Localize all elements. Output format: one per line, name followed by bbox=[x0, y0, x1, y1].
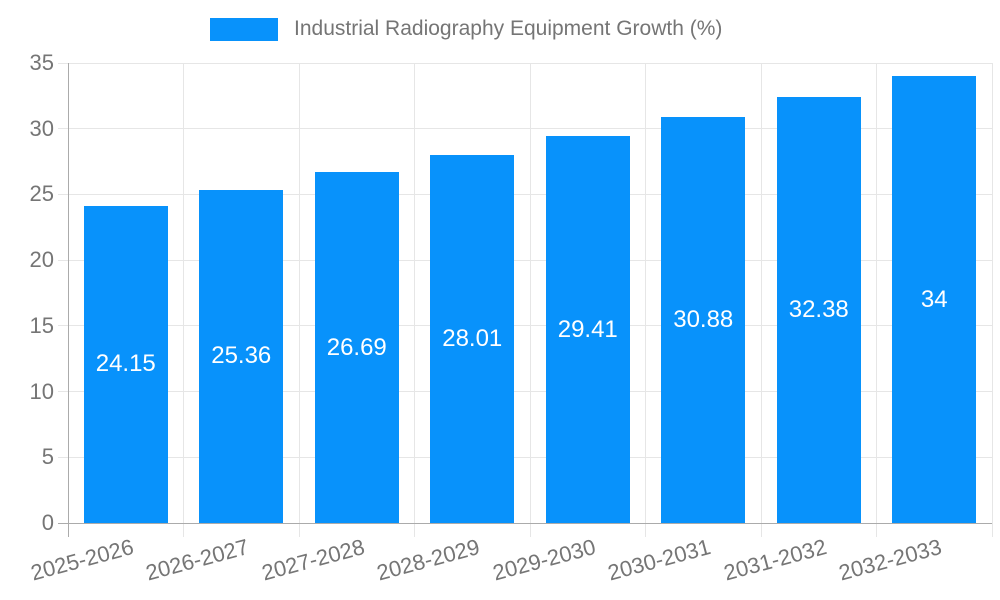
y-axis-line bbox=[67, 63, 69, 537]
y-gridline bbox=[58, 259, 992, 261]
bar[interactable] bbox=[776, 97, 861, 523]
bar[interactable] bbox=[892, 76, 977, 523]
bar-value-label: 34 bbox=[920, 285, 948, 313]
x-gridline bbox=[876, 63, 877, 537]
bar[interactable] bbox=[83, 205, 168, 523]
x-gridline bbox=[183, 63, 184, 537]
y-axis-tick-label: 25 bbox=[29, 181, 54, 207]
bar-value-label: 25.36 bbox=[211, 342, 272, 370]
x-gridline bbox=[298, 63, 300, 537]
y-gridline bbox=[58, 128, 992, 130]
bar-value-label: 26.69 bbox=[326, 333, 387, 361]
y-gridline bbox=[58, 193, 992, 195]
y-axis-tick-label: 15 bbox=[29, 312, 54, 338]
bar[interactable] bbox=[199, 189, 284, 523]
y-gridline bbox=[58, 325, 992, 327]
y-axis-tick-label: 35 bbox=[29, 50, 54, 75]
bar-value-label: 32.38 bbox=[788, 296, 849, 324]
legend-swatch bbox=[210, 17, 278, 41]
bar[interactable] bbox=[545, 136, 630, 523]
x-gridline bbox=[414, 63, 415, 537]
y-axis-tick-label: 20 bbox=[29, 247, 54, 273]
bar[interactable] bbox=[314, 172, 399, 523]
y-axis-tick-label: 0 bbox=[41, 510, 54, 535]
y-gridline bbox=[58, 391, 992, 393]
bar[interactable] bbox=[661, 117, 746, 523]
x-gridline bbox=[645, 63, 646, 537]
x-gridline bbox=[529, 63, 531, 537]
bar-value-label: 29.41 bbox=[557, 315, 618, 343]
bar-value-label: 24.15 bbox=[95, 350, 156, 378]
x-gridline bbox=[760, 63, 762, 537]
x-axis-line bbox=[58, 522, 992, 524]
y-axis-tick-label: 10 bbox=[29, 378, 54, 404]
y-gridline bbox=[58, 62, 992, 64]
y-gridline bbox=[58, 456, 992, 458]
bar[interactable] bbox=[430, 154, 515, 523]
y-axis-tick-label: 30 bbox=[29, 115, 54, 141]
y-axis-tick-label: 5 bbox=[41, 444, 54, 470]
legend-label: Industrial Radiography Equipment Growth … bbox=[294, 17, 723, 40]
bar-value-label: 30.88 bbox=[673, 306, 734, 334]
bar-value-label: 28.01 bbox=[442, 324, 503, 352]
x-gridline bbox=[991, 63, 993, 537]
chart-legend[interactable]: Industrial Radiography Equipment Growth … bbox=[210, 17, 722, 41]
